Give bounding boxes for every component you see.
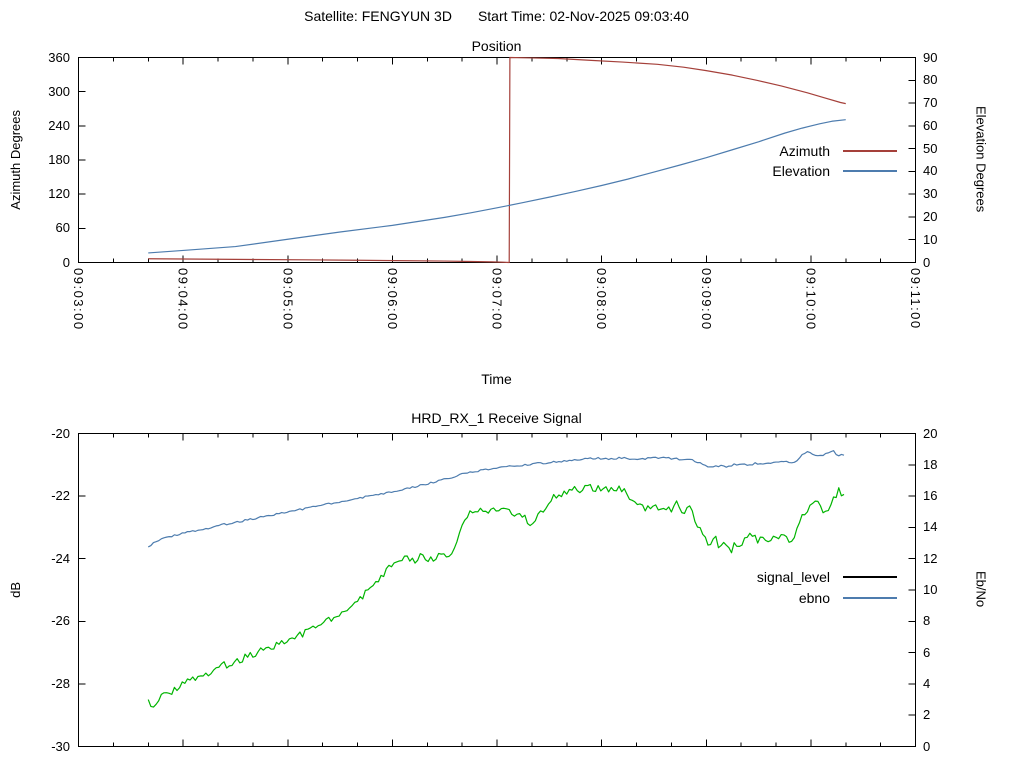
y-tick-label: -30 <box>51 738 70 754</box>
y-tick-label: 120 <box>48 186 70 202</box>
y2-tick-label: 30 <box>923 186 938 202</box>
y2-tick-label: 14 <box>923 519 938 535</box>
y-tick-label: 300 <box>48 83 70 99</box>
y2-tick-label: 90 <box>923 49 938 65</box>
legend-line-sample-ebno <box>843 597 897 599</box>
y2-tick-label: 0 <box>923 254 931 270</box>
x-tick-label: 09:09:00 <box>698 268 714 331</box>
x-tick-label: 09:03:00 <box>71 268 86 331</box>
position-plot-svg <box>78 56 916 264</box>
x-tick-label: 09:08:00 <box>594 268 610 331</box>
position-chart-title: Position <box>471 38 522 54</box>
y2-tick-label: 20 <box>923 208 938 224</box>
tick-marks <box>78 433 916 747</box>
y2-tick-label: 60 <box>923 117 938 133</box>
legend-label-signal_level: signal_level <box>756 569 830 585</box>
time-axis-title: Time <box>481 371 512 387</box>
signal-plot-svg <box>78 433 916 747</box>
y-tick-label: 360 <box>48 49 70 65</box>
y2-tick-label: 70 <box>923 95 938 111</box>
y2-tick-label: 12 <box>923 550 938 566</box>
y-tick-label: 240 <box>48 117 70 133</box>
legend-line-sample-signal_level <box>843 576 897 578</box>
x-tick-label: 09:06:00 <box>384 268 400 331</box>
y2-tick-label: 18 <box>923 456 938 472</box>
y-tick-label: -22 <box>51 488 70 504</box>
y-tick-label: -26 <box>51 613 70 629</box>
start-time-label: Start Time: 02-Nov-2025 09:03:40 <box>477 8 689 24</box>
satellite-label: Satellite: FENGYUN 3D <box>304 8 452 24</box>
x-tick-label: 09:11:00 <box>908 268 923 330</box>
y-tick-label: -24 <box>51 550 70 566</box>
x-tick-label: 09:04:00 <box>175 268 191 331</box>
y2-tick-label: 80 <box>923 72 938 88</box>
series-line-signal_level <box>147 483 845 708</box>
legend-line-sample-azimuth <box>843 150 897 152</box>
signal-chart-title: HRD_RX_1 Receive Signal <box>411 410 582 426</box>
y-tick-label: 0 <box>62 254 70 270</box>
y-tick-label: 180 <box>48 152 70 167</box>
ebno-axis-title-wrap: Eb/No <box>970 433 992 746</box>
series-line-ebno <box>147 450 845 548</box>
legend-label-elevation: Elevation <box>772 163 830 179</box>
series-line-azimuth <box>148 56 846 264</box>
y2-tick-label: 4 <box>923 675 931 691</box>
tick-marks <box>78 57 916 263</box>
y2-tick-label: 8 <box>923 613 931 629</box>
x-tick-label: 09:05:00 <box>280 268 296 331</box>
legend-line-sample-elevation <box>843 170 897 172</box>
y2-tick-label: 16 <box>923 488 938 504</box>
x-tick-label: 09:10:00 <box>803 268 819 331</box>
y2-tick-label: 10 <box>923 582 938 597</box>
x-tick-label: 09:07:00 <box>489 268 505 331</box>
ebno-axis-title: Eb/No <box>973 571 989 608</box>
y-tick-label: -20 <box>51 425 70 441</box>
series-line-elevation <box>148 119 846 254</box>
legend-label-ebno: ebno <box>798 590 830 606</box>
elevation-axis-title: Elevation Degrees <box>973 106 989 213</box>
y2-tick-label: 0 <box>923 738 931 754</box>
y2-tick-label: 2 <box>923 707 931 723</box>
legend-label-azimuth: Azimuth <box>779 143 830 159</box>
main-header: Satellite: FENGYUN 3D Start Time: 02-Nov… <box>78 8 915 24</box>
y-tick-label: -28 <box>51 675 70 691</box>
elevation-axis-title-wrap: Elevation Degrees <box>970 57 992 262</box>
y2-tick-label: 40 <box>923 163 938 179</box>
y2-tick-label: 6 <box>923 644 931 660</box>
y2-tick-label: 20 <box>923 425 938 441</box>
y-tick-label: 60 <box>55 220 70 236</box>
y2-tick-label: 50 <box>923 140 938 156</box>
y2-tick-label: 10 <box>923 231 938 247</box>
